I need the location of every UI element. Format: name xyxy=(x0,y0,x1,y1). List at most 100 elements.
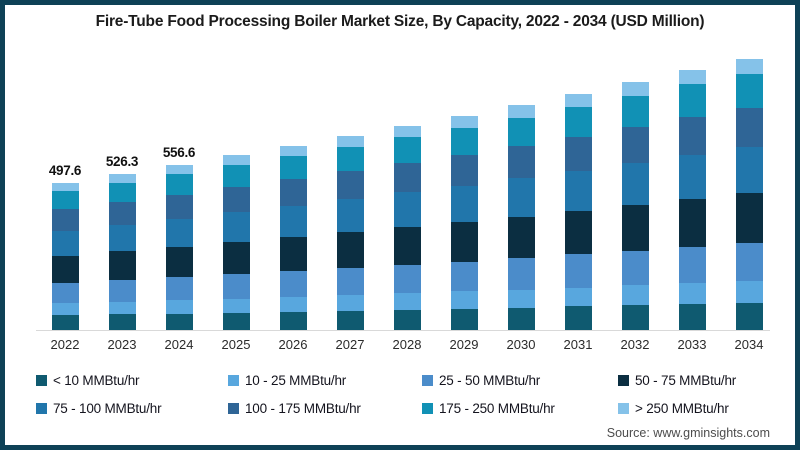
bar-segment xyxy=(165,313,193,330)
legend-swatch-icon xyxy=(618,375,629,386)
bar-segment xyxy=(393,309,421,330)
bar-segment xyxy=(108,224,136,252)
legend-swatch-icon xyxy=(618,403,629,414)
bar-segment xyxy=(564,306,592,330)
bar-segment xyxy=(678,84,706,117)
x-axis-tick-label: 2023 xyxy=(107,337,137,352)
x-axis-tick-label: 2026 xyxy=(278,337,308,352)
bar-segment xyxy=(735,146,763,194)
bar-segment xyxy=(51,209,79,231)
legend-swatch-icon xyxy=(422,403,433,414)
bar-segment xyxy=(108,301,136,315)
legend: < 10 MMBtu/hr 10 - 25 MMBtu/hr 25 - 50 MMB… xyxy=(36,373,776,416)
bar-segment xyxy=(564,107,592,137)
legend-item: 25 - 50 MMBtu/hr xyxy=(422,373,618,388)
legend-swatch-icon xyxy=(228,375,239,386)
bar-segment xyxy=(336,199,364,233)
bar-segment xyxy=(564,254,592,288)
bar-segment xyxy=(393,126,421,138)
bar-segment xyxy=(507,258,535,290)
bar-segment xyxy=(678,198,706,247)
source-note: Source: www.gminsights.com xyxy=(606,426,770,440)
bar-segment xyxy=(165,277,193,301)
bar-segment xyxy=(51,190,79,210)
bar-segment xyxy=(165,218,193,247)
bar-segment xyxy=(165,174,193,195)
bar-segment xyxy=(507,289,535,308)
bar-segment xyxy=(450,127,478,155)
legend-label: 175 - 250 MMBtu/hr xyxy=(439,401,555,416)
legend-label: 10 - 25 MMBtu/hr xyxy=(245,373,347,388)
bar-segment xyxy=(222,186,250,213)
bar-segment xyxy=(279,236,307,272)
x-axis-tick-label: 2033 xyxy=(677,337,707,352)
x-axis-tick-label: 2031 xyxy=(563,337,593,352)
bar-segment xyxy=(336,310,364,330)
bar-segment xyxy=(279,271,307,297)
bar-segment xyxy=(222,155,250,165)
bar-segment xyxy=(450,185,478,222)
bar-segment xyxy=(393,162,421,193)
bar-segment xyxy=(336,267,364,296)
bar-segment xyxy=(165,246,193,278)
bar-segment xyxy=(507,307,535,330)
bar-segment xyxy=(678,70,706,85)
bar-segment xyxy=(450,115,478,128)
bar-segment xyxy=(51,182,79,191)
bar-segment xyxy=(450,291,478,309)
bar-segment xyxy=(735,243,763,282)
bar-segment xyxy=(678,304,706,330)
bar-segment xyxy=(564,210,592,255)
bar-segment xyxy=(621,204,649,251)
legend-swatch-icon xyxy=(422,375,433,386)
legend-item: 50 - 75 MMBtu/hr xyxy=(618,373,776,388)
x-axis-tick-label: 2034 xyxy=(734,337,764,352)
bar-segment xyxy=(507,145,535,179)
bar-segment xyxy=(108,251,136,281)
bar-segment xyxy=(735,302,763,330)
bar-segment xyxy=(450,221,478,262)
bar-segment xyxy=(336,170,364,200)
bar-segment xyxy=(564,287,592,307)
bar-segment xyxy=(735,281,763,303)
stacked-bar-plot: 2022 2023 2024 2025 2026 2027 2028 2029 2030 2031… xyxy=(5,5,795,445)
x-axis-tick-label: 2025 xyxy=(221,337,251,352)
bar-segment xyxy=(621,305,649,330)
bar-segment xyxy=(165,300,193,314)
bar-segment xyxy=(621,162,649,205)
bar-segment xyxy=(108,182,136,203)
legend-label: 25 - 50 MMBtu/hr xyxy=(439,373,541,388)
legend-label: 75 - 100 MMBtu/hr xyxy=(53,401,162,416)
bar-segment xyxy=(507,216,535,259)
bar-segment xyxy=(336,232,364,268)
bar-segment xyxy=(51,303,79,316)
bar-value-label: 526.3 xyxy=(105,154,139,170)
bar-segment xyxy=(678,246,706,284)
bar-segment xyxy=(279,296,307,312)
bar-segment xyxy=(222,298,250,313)
bar-segment xyxy=(564,94,592,108)
bar-segment xyxy=(450,154,478,186)
bar-segment xyxy=(735,193,763,244)
bar-segment xyxy=(51,282,79,304)
bar-segment xyxy=(621,126,649,163)
bar-segment xyxy=(222,312,250,330)
legend-label: 100 - 175 MMBtu/hr xyxy=(245,401,361,416)
bar-segment xyxy=(279,155,307,179)
bar-value-label: 497.6 xyxy=(48,162,82,178)
bar-segment xyxy=(564,136,592,171)
bar-segment xyxy=(393,293,421,310)
bar-segment xyxy=(735,107,763,147)
x-axis-tick-label: 2032 xyxy=(620,337,650,352)
bar-segment xyxy=(51,315,79,330)
bar-segment xyxy=(621,250,649,286)
bar-segment xyxy=(222,241,250,275)
bar-segment xyxy=(735,58,763,74)
bar-segment xyxy=(450,308,478,330)
bar-segment xyxy=(621,82,649,96)
bar-segment xyxy=(336,146,364,171)
bar-segment xyxy=(165,194,193,219)
chart-title: Fire-Tube Food Processing Boiler Market … xyxy=(95,13,705,30)
bar-segment xyxy=(678,283,706,304)
